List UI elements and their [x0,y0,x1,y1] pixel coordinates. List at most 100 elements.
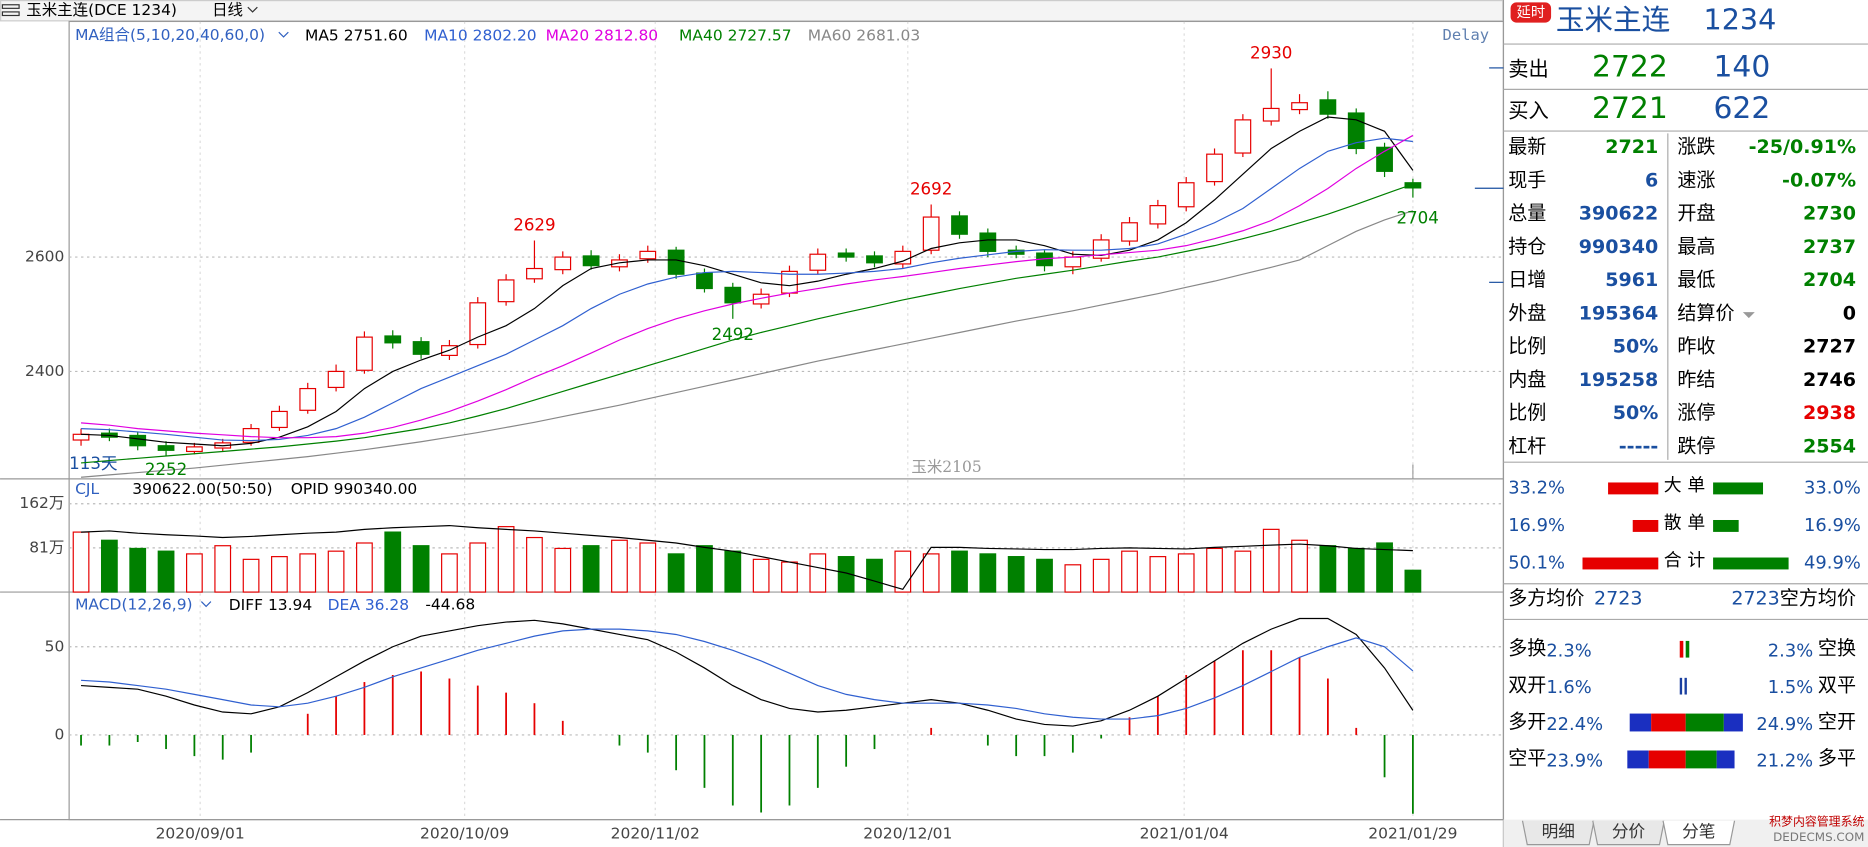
candle-body [469,302,487,346]
candle-body [242,427,260,443]
flow-name: 散 单 [1664,513,1705,534]
indicator-title: MA组合(5,10,20,40,60,0) [75,26,265,44]
volume-bar [894,550,912,593]
field-value: 2704 [1803,269,1856,291]
candle-body [1121,222,1138,242]
candle-body [1064,256,1082,268]
volume-bar [327,550,345,593]
volume-bar [242,558,260,593]
series-value: 36.28 [365,596,409,614]
ma-legend: MA5 2751.60 [305,26,408,44]
dropdown-caret[interactable] [1742,312,1755,319]
instrument-name: 玉米主连 [1556,2,1670,36]
field-value: 195258 [1579,369,1659,391]
extreme-label: 2252 [145,460,187,479]
volume-bar [781,561,798,593]
volume-bar [1036,558,1053,593]
open-interest-value: OPID 990340.00 [291,480,418,498]
candle-body [582,255,600,267]
candle-body [157,445,175,451]
position-value: 24.9% [1756,714,1813,735]
series-name: DIFF [229,596,263,614]
ma-legend: MA60 2681.03 [808,26,921,44]
position-label: 多平 [1818,747,1856,769]
ma-value: 2812.80 [594,26,658,44]
instrument-code: 1234 [1704,2,1777,36]
tab[interactable] [1662,820,1736,846]
volume-bar [271,556,288,593]
position-value: 2.3% [1768,641,1813,662]
series-value: 13.94 [268,596,312,614]
tab-label[interactable]: 分笔 [1682,822,1715,841]
candle-body [497,279,515,303]
volume-bar [696,545,713,593]
indicator-title: MACD(12,26,9) [75,596,192,614]
indicator-title: CJL [75,480,99,498]
candle-body [554,256,572,271]
position-value: 22.4% [1546,714,1603,735]
field-label: 速涨 [1677,169,1715,191]
dropdown-caret[interactable] [200,601,212,608]
flow-bar-buy [1608,482,1659,495]
tab-label[interactable]: 明细 [1542,822,1575,841]
volume-bar [1149,556,1167,593]
candle-body [384,335,402,344]
volume-bar [1007,556,1025,593]
macd-legend: DEA 36.28 [328,596,410,614]
ma-name: MA60 [808,26,852,44]
position-label: 多换 [1508,638,1546,660]
ma-line [81,137,1413,442]
dropdown-caret[interactable] [247,6,258,13]
field-value: 5961 [1605,269,1658,291]
field-value: -25/0.91% [1749,136,1856,158]
field-label: 涨停 [1677,402,1715,424]
volume-bar [497,526,515,593]
ma-legend: MA40 2727.57 [679,26,792,44]
position-label: 双平 [1818,674,1856,696]
period-selector[interactable]: 日线 [212,1,243,19]
field-value: 195364 [1579,302,1659,324]
field-label: 最高 [1677,236,1715,258]
macd-line [81,617,1414,727]
field-label: 最新 [1508,136,1546,158]
volume-bar [639,542,657,593]
position-label: 双开 [1508,674,1546,696]
candle-body [866,255,883,264]
extreme-label: 2930 [1250,44,1292,63]
open-interest-line [81,524,1413,591]
volume-bar [1404,569,1422,593]
y-tick-label: 162万 [19,494,64,512]
ma-name: MA40 [679,26,723,44]
ma-name: MA5 [305,26,339,44]
candle-body [129,434,147,447]
flow-name: 大 单 [1664,475,1705,496]
y-tick-label: 0 [55,725,65,743]
tab-label[interactable]: 分价 [1612,822,1646,841]
volume-bar [356,542,373,593]
volume-bar [1177,553,1195,593]
candle-body [356,336,373,371]
book-label: 买入 [1508,98,1549,122]
volume-bar [724,550,742,593]
extreme-label: 2704 [1396,209,1438,228]
tab[interactable] [1521,820,1595,846]
flow-bar-sell [1713,557,1789,570]
position-label: 多开 [1508,711,1546,733]
x-tick-label: 2020/11/02 [611,824,700,842]
field-label: 涨跌 [1677,136,1715,158]
menu-icon[interactable] [1,4,20,17]
volume-bar [412,545,430,593]
volume-bar [526,536,543,593]
field-value: 50% [1613,402,1659,424]
delay-label: Delay [1443,26,1490,44]
ma-line [80,183,1414,464]
position-label: 空换 [1818,638,1856,660]
dropdown-caret[interactable] [278,31,289,38]
field-label: 比例 [1508,402,1546,424]
book-volume: 622 [1713,91,1770,126]
field-value: -0.07% [1782,169,1856,191]
field-value: 990340 [1579,236,1659,258]
tab[interactable] [1592,820,1665,846]
field-value: 0 [1843,302,1856,324]
